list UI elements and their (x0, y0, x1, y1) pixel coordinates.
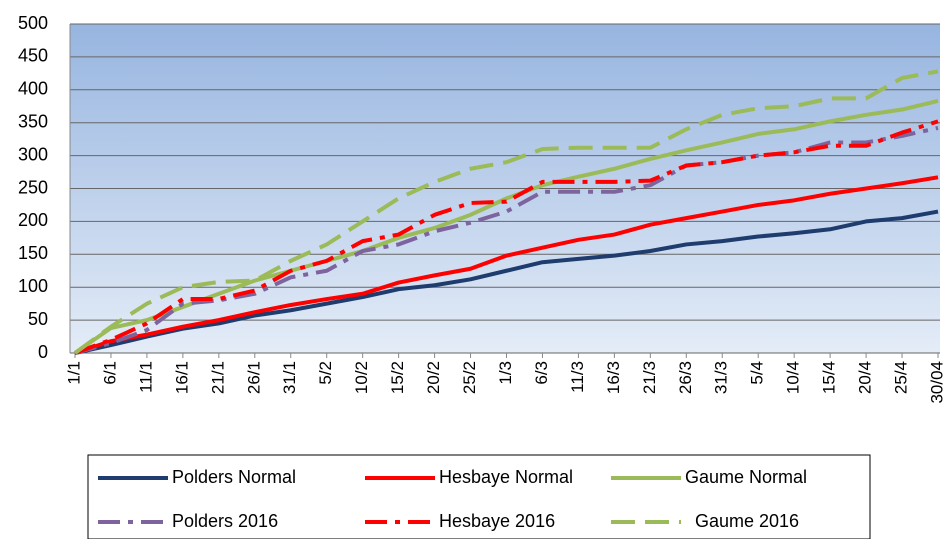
series-line (74, 119, 939, 355)
x-tick-label: 6/3 (532, 361, 551, 385)
x-tick-label: 21/1 (208, 361, 227, 394)
y-tick-label: 100 (18, 276, 48, 296)
x-tick-label: 31/3 (712, 361, 731, 394)
x-tick-label: 11/1 (136, 361, 155, 393)
x-tick-label: 10/2 (352, 361, 371, 394)
legend-label: Polders 2016 (172, 511, 278, 531)
x-tick-label: 1/1 (64, 361, 83, 385)
y-tick-label: 200 (18, 210, 48, 230)
x-tick-label: 10/4 (784, 361, 803, 394)
x-tick-label: 20/2 (424, 361, 443, 394)
series-line (74, 209, 939, 355)
x-tick-label: 5/4 (748, 361, 767, 385)
x-tick-label: 11/3 (568, 361, 587, 393)
series-line (73, 69, 939, 355)
legend-box (87, 454, 871, 539)
y-tick-label: 500 (18, 13, 48, 33)
legend-label: Gaume Normal (685, 467, 807, 487)
y-tick-label: 300 (18, 144, 48, 164)
y-tick-label: 450 (18, 46, 48, 66)
x-tick-label: 31/1 (280, 361, 299, 394)
x-tick-label: 15/4 (820, 361, 839, 394)
x-tick-label: 16/3 (604, 361, 623, 394)
x-tick-label: 15/2 (388, 361, 407, 394)
x-tick-label: 25/2 (460, 361, 479, 394)
x-tick-label: 26/1 (244, 361, 263, 394)
x-tick-label: 16/1 (172, 361, 191, 394)
y-tick-label: 150 (18, 243, 48, 263)
x-tick-label: 20/4 (856, 361, 875, 394)
legend-label: Hesbaye Normal (439, 467, 573, 487)
x-tick-label: 25/4 (892, 361, 911, 394)
y-tick-label: 50 (28, 309, 48, 329)
legend-label: Polders Normal (172, 467, 296, 487)
series-line (74, 175, 939, 355)
legend-label: Hesbaye 2016 (439, 511, 555, 531)
x-tick-label: 6/1 (100, 361, 119, 385)
series-line (73, 99, 939, 355)
legend-label: Gaume 2016 (695, 511, 799, 531)
x-tick-label: 5/2 (316, 361, 335, 385)
x-tick-label: 1/3 (496, 361, 515, 385)
x-tick-label: 21/3 (640, 361, 659, 394)
y-tick-label: 250 (18, 177, 48, 197)
y-tick-label: 400 (18, 79, 48, 99)
y-tick-label: 350 (18, 111, 48, 131)
y-tick-label: 0 (38, 342, 48, 362)
x-tick-label: 26/3 (676, 361, 695, 394)
x-tick-label: 30/04 (927, 361, 946, 404)
